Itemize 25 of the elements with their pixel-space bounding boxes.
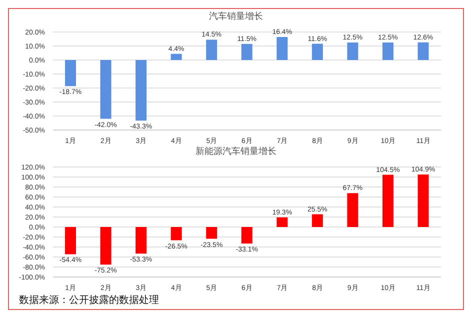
bar — [136, 60, 147, 121]
bar — [65, 60, 76, 86]
bar — [100, 227, 112, 265]
bar — [382, 42, 394, 60]
bar — [347, 193, 358, 227]
bar — [136, 227, 147, 254]
bar — [347, 42, 358, 60]
bar — [170, 227, 182, 240]
bar — [312, 44, 323, 60]
bar — [65, 227, 76, 254]
chart-title: 汽车销量增长 — [208, 11, 264, 22]
source-note: 数据来源：公开披露的数据处理 — [18, 294, 160, 307]
bar — [170, 54, 182, 60]
bar — [276, 37, 288, 60]
bar — [241, 227, 252, 244]
bar — [418, 42, 429, 60]
bar — [206, 40, 218, 60]
chart-title: 新能源汽车销量增长 — [194, 146, 278, 157]
bar — [418, 174, 429, 227]
bar — [382, 174, 394, 227]
bar — [241, 44, 252, 60]
bar — [276, 217, 288, 227]
bar — [312, 214, 323, 227]
bar — [100, 60, 112, 119]
bar — [206, 227, 218, 239]
